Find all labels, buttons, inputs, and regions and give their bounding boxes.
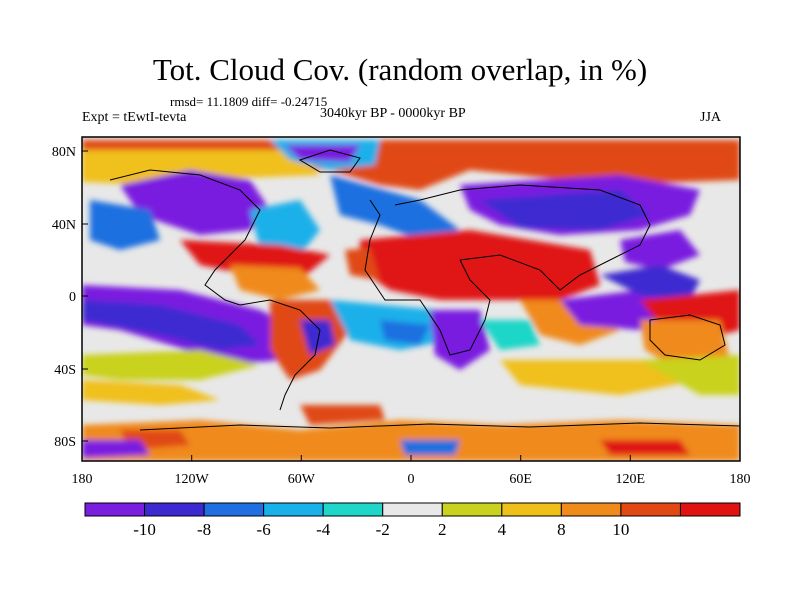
colorbar-label: -6 [257, 520, 271, 539]
latitude-label: 0 [69, 290, 76, 305]
colorbar-swatch [620, 502, 681, 517]
latitude-label: 80S [54, 435, 76, 450]
experiment-label: Expt = tEwtI-tevta [82, 110, 187, 125]
latitude-labels: 80N 40N 0 40S 80S [52, 145, 76, 450]
longitude-label: 180 [72, 472, 93, 487]
colorbar-swatch [441, 502, 503, 517]
colorbar-label: -8 [197, 520, 211, 539]
axis-ticks [81, 150, 741, 461]
map-title: Tot. Cloud Cov. (random overlap, in %) [152, 52, 648, 87]
colorbar-labels: -10 -8 -6 -4 -2 2 4 8 10 [133, 520, 629, 539]
colorbar-label: -10 [133, 520, 156, 539]
season-label: JJA [700, 110, 722, 125]
colorbar-swatch [679, 502, 741, 517]
coastlines [109, 149, 740, 431]
colorbar-swatch [382, 502, 443, 517]
longitude-label: 60E [509, 472, 532, 487]
longitude-label: 0 [408, 472, 415, 487]
period-label: 3040kyr BP - 0000kyr BP [320, 106, 466, 121]
colorbar-swatch [501, 502, 562, 517]
latitude-label: 80N [52, 145, 76, 160]
longitude-label: 120W [175, 472, 210, 487]
longitude-label: 180 [730, 472, 751, 487]
colorbar-swatch [84, 502, 146, 517]
map-panel: 180 120W 60W 0 60E 120E 180 80N 40N 0 40S 80S [52, 136, 751, 487]
longitude-label: 120E [616, 472, 646, 487]
longitude-label: 60W [288, 472, 316, 487]
colorbar-swatch [144, 502, 205, 517]
colorbar-swatch [560, 502, 622, 517]
colorbar-label: 4 [498, 520, 507, 539]
latitude-label: 40S [54, 363, 76, 378]
colorbar-label: 8 [557, 520, 566, 539]
colorbar-label: -2 [376, 520, 390, 539]
colorbar-label: -4 [316, 520, 331, 539]
latitude-label: 40N [52, 218, 76, 233]
colorbar-label: 10 [612, 520, 629, 539]
colorbar-swatch [322, 502, 384, 517]
colorbar-swatch [203, 502, 265, 517]
longitude-labels: 180 120W 60W 0 60E 120E 180 [72, 472, 751, 487]
colorbar-label: 2 [438, 520, 447, 539]
statistics-label: rmsd= 11.1809 diff= -0.24715 [170, 94, 328, 109]
colorbar [84, 502, 741, 517]
cloud-anomaly-field [82, 140, 740, 461]
colorbar-swatch [263, 502, 324, 517]
